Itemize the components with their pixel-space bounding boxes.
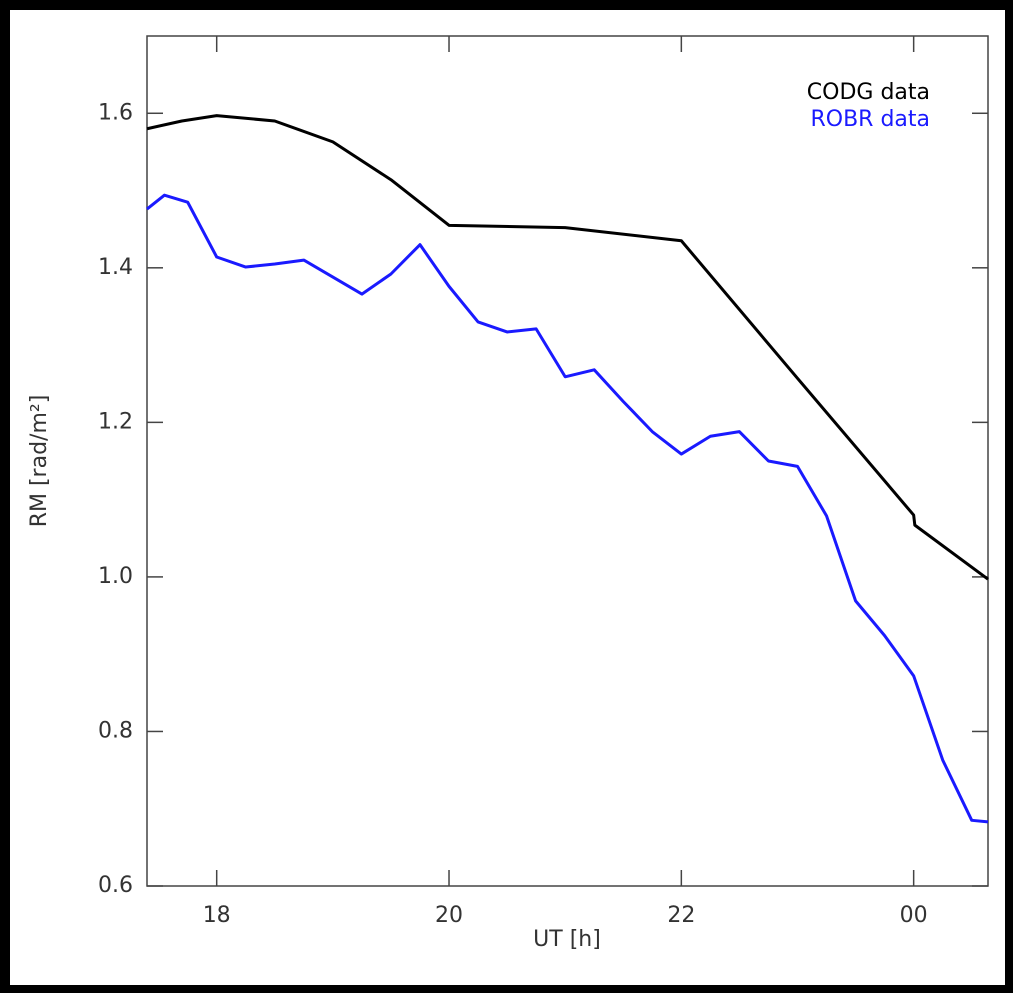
y-tick-label: 0.8 [98, 718, 133, 743]
legend-entry: ROBR data [810, 107, 930, 132]
x-tick-label: 18 [203, 903, 231, 928]
plot-frame [146, 35, 989, 887]
y-tick-label: 1.2 [98, 409, 133, 434]
x-tick-label: 20 [435, 903, 463, 928]
y-tick-label: 0.6 [98, 873, 133, 898]
x-axis-label: UT [h] [533, 927, 601, 952]
x-tick-label: 00 [900, 903, 928, 928]
background [10, 10, 1005, 985]
x-tick-label: 22 [667, 903, 695, 928]
series-line [146, 114, 989, 581]
y-tick-label: 1.4 [98, 255, 133, 280]
series-line [146, 193, 989, 824]
y-tick-label: 1.6 [98, 100, 133, 125]
y-axis-label: RM [rad/m²] [27, 395, 52, 528]
y-tick-label: 1.0 [98, 564, 133, 589]
legend-entry: CODG data [807, 80, 930, 105]
